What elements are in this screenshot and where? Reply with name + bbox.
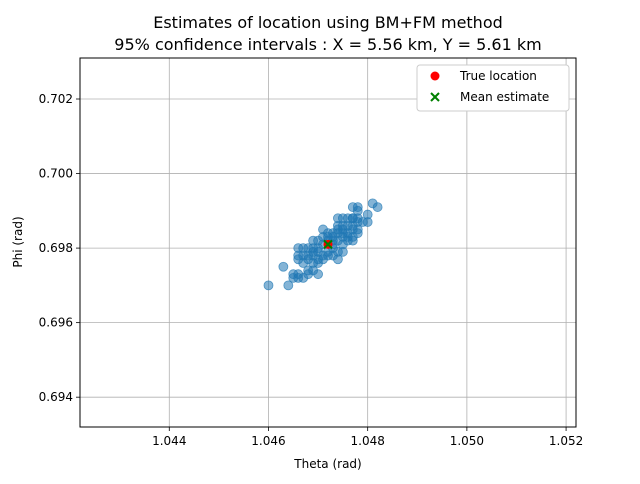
plot-frame xyxy=(79,57,577,428)
y-axis-label: Phi (rad) xyxy=(11,216,25,267)
estimate-point xyxy=(283,280,294,291)
legend-true-location-label: True location xyxy=(459,69,537,83)
estimate-point xyxy=(333,254,343,265)
estimate-point xyxy=(362,209,373,220)
estimate-point xyxy=(328,232,338,242)
estimate-point xyxy=(278,261,289,272)
x-tick-label: 1.044 xyxy=(152,434,186,448)
x-tick-label: 1.052 xyxy=(549,434,583,448)
mean-estimate-point xyxy=(323,239,333,250)
estimate-point xyxy=(263,280,274,291)
axis-ticks: 1.044 1.046 1.048 1.050 1.052 0.694 0.696 0.698… xyxy=(39,92,584,448)
legend: True location Mean estimate xyxy=(416,64,570,112)
legend-box xyxy=(416,64,570,112)
y-tick-label: 0.702 xyxy=(39,92,73,106)
x-tick-label: 1.050 xyxy=(450,434,484,448)
legend-mean-estimate-marker xyxy=(430,92,440,102)
estimate-point xyxy=(342,213,353,224)
legend-true-location-marker xyxy=(430,71,440,81)
x-axis-label: Theta (rad) xyxy=(293,457,361,471)
legend-mean-estimate-label: Mean estimate xyxy=(460,90,549,104)
estimate-point xyxy=(372,202,383,212)
y-tick-label: 0.696 xyxy=(39,316,73,330)
data-points xyxy=(263,198,383,291)
chart-title-line2: 95% confidence intervals : X = 5.56 km, … xyxy=(114,35,541,54)
y-tick-label: 0.700 xyxy=(39,167,73,181)
estimate-point xyxy=(303,243,314,253)
x-tick-label: 1.046 xyxy=(251,434,285,448)
x-tick-label: 1.048 xyxy=(351,434,385,448)
chart-title-line1: Estimates of location using BM+FM method xyxy=(153,13,503,32)
estimate-point xyxy=(313,243,323,253)
estimate-point xyxy=(313,269,323,280)
y-tick-label: 0.698 xyxy=(39,241,73,255)
estimate-point xyxy=(352,205,363,216)
y-tick-label: 0.694 xyxy=(39,390,73,404)
estimate-point xyxy=(337,239,348,250)
